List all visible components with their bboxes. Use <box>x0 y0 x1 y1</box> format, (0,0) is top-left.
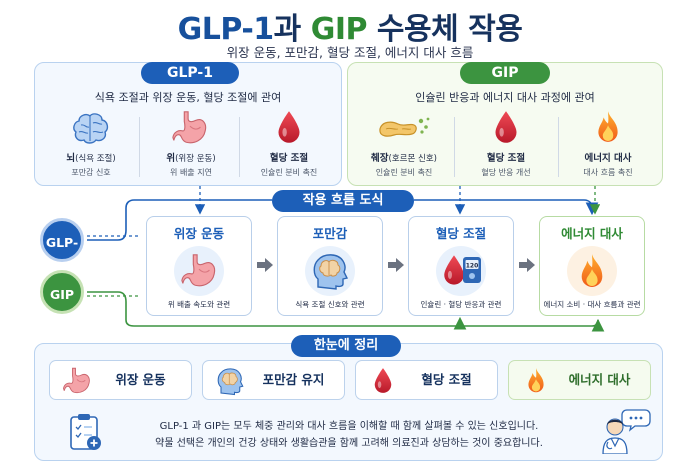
glp1-bubble: GLP-1 <box>40 218 84 294</box>
summary-note-line2: 약물 선택은 개인의 건강 상태와 생활습관을 함께 고려해 의료진과 상담하는… <box>155 438 543 449</box>
glp1-panel: GLP-1 식욕 조절과 위장 운동, 혈당 조절에 관여 뇌(식욕 조절) 포… <box>34 62 342 186</box>
item-label: 위 <box>166 153 176 164</box>
gip-badge: GIP <box>460 62 550 84</box>
gip-item-pancreas: 췌장(호르몬 신호) 인슐린 분비 촉진 <box>356 109 452 178</box>
title-connector: 과 <box>273 12 311 47</box>
item-label: 뇌 <box>66 153 76 164</box>
divider <box>558 117 559 177</box>
summary-box-gastric: 위장 운동 <box>49 360 192 400</box>
title-glp1: GLP-1 <box>177 12 275 47</box>
gip-item-energy: 에너지 대사 대사 흐름 촉진 <box>560 109 656 178</box>
flame-icon <box>528 368 544 393</box>
summary-label: 에너지 대사 <box>568 372 631 387</box>
glp1-item-stomach: 위(위장 운동) 위 배출 지연 <box>143 109 239 178</box>
step-title: 혈당 조절 <box>435 226 487 241</box>
arrow-right-icon <box>519 258 535 272</box>
title-rest: 수용체 작용 <box>366 12 523 47</box>
glp1-connector-line <box>87 199 272 241</box>
summary-note-line1: GLP-1 과 GIP는 모두 체중 관리와 대사 흐름을 이해할 때 함께 살… <box>159 421 539 432</box>
step-sub: 에너지 소비 · 대사 흐름과 관련 <box>543 300 641 309</box>
stomach-icon <box>174 246 224 296</box>
item-label: 혈당 조절 <box>486 153 526 164</box>
step-title: 포만감 <box>312 226 348 241</box>
step-sub: 인슐린 · 혈당 반응과 관련 <box>420 300 502 309</box>
gip-bubble: GIP <box>40 270 84 314</box>
gip-panel: GIP 인슐린 반응과 에너지 대사 과정에 관여 췌장(호르몬 신호) 인슐린… <box>347 62 663 186</box>
summary-panel: 한눈에 정리 위장 운동 포만감 유지 혈당 조절 에너지 대사 GLP-1 과… <box>34 335 663 461</box>
summary-box-glucose: 혈당 조절 <box>355 360 498 400</box>
item-sub: 인슐린 분비 촉진 <box>260 168 318 177</box>
step-sub: 위 배출 속도와 관련 <box>167 300 231 309</box>
item-sub: 포만감 신호 <box>71 168 111 177</box>
item-label: 에너지 대사 <box>584 153 632 164</box>
title-gip: GIP <box>310 12 368 47</box>
gip-description: 인슐린 반응과 에너지 대사 과정에 관여 <box>415 91 595 104</box>
glp1-item-brain: 뇌(식욕 조절) 포만감 신호 <box>43 109 139 178</box>
item-label: 췌장 <box>371 153 389 164</box>
flow-badge: 작용 흐름 도식 <box>272 190 414 212</box>
step-title: 에너지 대사 <box>561 226 623 241</box>
gip-item-glucose: 혈당 조절 혈당 반응 개선 <box>458 109 554 178</box>
pancreas-icon <box>379 117 430 137</box>
flame-icon <box>567 246 617 296</box>
item-sub: 대사 흐름 촉진 <box>583 168 633 177</box>
glp1-item-glucose: 혈당 조절 인슐린 분비 촉진 <box>241 109 337 178</box>
page-title: GLP-1과 GIP 수용체 작용 <box>0 4 700 48</box>
glp1-badge: GLP-1 <box>141 62 239 84</box>
item-paren: (위장 운동) <box>175 154 216 164</box>
item-paren: (식욕 조절) <box>75 154 116 164</box>
flow-step-satiety: 포만감 식욕 조절 신호와 관련 <box>277 216 383 316</box>
summary-label: 위장 운동 <box>115 372 166 387</box>
step-sub: 식욕 조절 신호와 관련 <box>295 300 365 309</box>
doctor-icon <box>602 409 651 454</box>
glp1-description: 식욕 조절과 위장 운동, 혈당 조절에 관여 <box>94 91 282 104</box>
divider <box>139 117 140 177</box>
flow-step-glucose-control: 혈당 조절 120 인슐린 · 혈당 반응과 관련 <box>408 216 514 316</box>
item-paren: (호르몬 신호) <box>388 154 437 164</box>
flow-step-energy-metabolism: 에너지 대사 에너지 소비 · 대사 흐름과 관련 <box>539 216 645 316</box>
item-label: 혈당 조절 <box>269 153 309 164</box>
summary-box-satiety: 포만감 유지 <box>202 360 345 400</box>
glucose-meter-icon: 120 <box>436 246 486 296</box>
item-sub: 인슐린 분비 촉진 <box>375 168 433 177</box>
summary-label: 포만감 유지 <box>262 372 325 387</box>
arrow-right-icon <box>388 258 404 272</box>
flow-step-gastric-motility: 위장 운동 위 배출 속도와 관련 <box>146 216 252 316</box>
summary-badge: 한눈에 정리 <box>291 335 401 357</box>
summary-box-energy: 에너지 대사 <box>508 360 651 400</box>
summary-label: 혈당 조절 <box>421 372 472 387</box>
item-sub: 위 배출 지연 <box>170 168 212 177</box>
item-sub: 혈당 반응 개선 <box>481 168 531 177</box>
page-subtitle: 위장 운동, 포만감, 혈당 조절, 에너지 대사 흐름 <box>226 45 474 60</box>
head-brain-icon <box>305 246 355 296</box>
meter-reading: 120 <box>466 263 479 270</box>
divider <box>454 117 455 177</box>
stomach-icon <box>63 367 90 394</box>
glp1-connector-line <box>414 199 599 216</box>
clipboard-medical-icon <box>70 414 101 450</box>
head-brain-icon <box>217 368 244 396</box>
blood-drop-icon <box>374 368 392 393</box>
arrow-right-icon <box>257 258 273 272</box>
step-title: 위장 운동 <box>173 226 225 241</box>
divider <box>239 117 240 177</box>
